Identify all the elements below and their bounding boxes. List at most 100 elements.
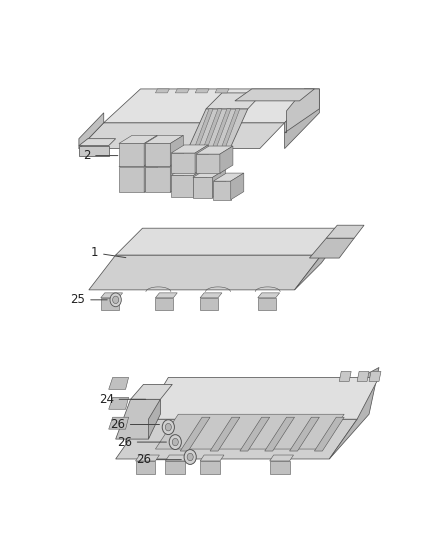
Polygon shape xyxy=(180,417,210,451)
Polygon shape xyxy=(79,146,109,156)
Polygon shape xyxy=(369,372,381,382)
Polygon shape xyxy=(109,397,129,409)
Polygon shape xyxy=(119,167,144,192)
Polygon shape xyxy=(290,417,319,451)
Polygon shape xyxy=(171,167,207,175)
Polygon shape xyxy=(221,109,240,149)
Polygon shape xyxy=(200,461,220,474)
Circle shape xyxy=(165,423,171,431)
Polygon shape xyxy=(79,139,116,146)
Polygon shape xyxy=(135,455,159,461)
Polygon shape xyxy=(203,109,222,149)
Polygon shape xyxy=(119,159,157,167)
Polygon shape xyxy=(194,109,213,149)
Polygon shape xyxy=(309,238,354,258)
Polygon shape xyxy=(231,173,244,200)
Polygon shape xyxy=(210,417,240,451)
Polygon shape xyxy=(144,159,157,192)
Polygon shape xyxy=(171,153,195,173)
Polygon shape xyxy=(135,461,155,474)
Polygon shape xyxy=(314,417,344,451)
Polygon shape xyxy=(170,135,184,166)
Polygon shape xyxy=(213,181,231,200)
Circle shape xyxy=(162,419,174,434)
Polygon shape xyxy=(270,461,290,474)
Polygon shape xyxy=(270,455,293,461)
Polygon shape xyxy=(200,455,224,461)
Text: 1: 1 xyxy=(91,246,126,259)
Polygon shape xyxy=(357,372,369,382)
Circle shape xyxy=(113,296,119,303)
Polygon shape xyxy=(119,135,157,143)
Circle shape xyxy=(187,453,193,461)
Polygon shape xyxy=(145,159,184,167)
Polygon shape xyxy=(155,89,170,93)
Polygon shape xyxy=(175,89,189,93)
Polygon shape xyxy=(116,228,347,255)
Polygon shape xyxy=(194,167,207,197)
Polygon shape xyxy=(109,417,129,429)
Polygon shape xyxy=(206,93,263,109)
Polygon shape xyxy=(119,143,144,166)
Polygon shape xyxy=(326,225,364,238)
Text: 26: 26 xyxy=(117,435,166,449)
Polygon shape xyxy=(145,167,170,192)
Polygon shape xyxy=(258,293,279,298)
Text: 2: 2 xyxy=(83,149,118,162)
Polygon shape xyxy=(285,89,319,149)
Polygon shape xyxy=(155,298,173,310)
Polygon shape xyxy=(165,455,189,461)
Polygon shape xyxy=(265,417,294,451)
Polygon shape xyxy=(144,135,157,166)
Text: 26: 26 xyxy=(136,453,181,466)
Polygon shape xyxy=(171,175,194,197)
Polygon shape xyxy=(131,384,172,399)
Polygon shape xyxy=(188,109,248,149)
Polygon shape xyxy=(145,135,184,143)
Polygon shape xyxy=(155,293,177,298)
Polygon shape xyxy=(101,293,123,298)
Polygon shape xyxy=(116,419,357,459)
Polygon shape xyxy=(215,89,229,93)
Text: 24: 24 xyxy=(99,393,146,406)
Circle shape xyxy=(172,438,178,446)
Polygon shape xyxy=(171,145,208,153)
Polygon shape xyxy=(195,145,208,173)
Polygon shape xyxy=(170,159,184,192)
Polygon shape xyxy=(89,255,321,290)
Polygon shape xyxy=(155,414,344,449)
Polygon shape xyxy=(220,146,233,173)
Polygon shape xyxy=(79,113,104,149)
Polygon shape xyxy=(145,143,170,166)
Polygon shape xyxy=(258,298,276,310)
Polygon shape xyxy=(240,417,270,451)
Polygon shape xyxy=(193,169,226,177)
Polygon shape xyxy=(329,367,379,459)
Polygon shape xyxy=(104,89,319,123)
Polygon shape xyxy=(195,89,209,93)
Polygon shape xyxy=(200,298,218,310)
Polygon shape xyxy=(144,377,379,419)
Polygon shape xyxy=(212,109,231,149)
Polygon shape xyxy=(285,89,319,133)
Text: 25: 25 xyxy=(71,293,107,306)
Polygon shape xyxy=(165,461,185,474)
Polygon shape xyxy=(213,173,244,181)
Circle shape xyxy=(110,293,121,306)
Polygon shape xyxy=(196,146,233,154)
Polygon shape xyxy=(294,228,347,290)
Polygon shape xyxy=(148,399,160,439)
Polygon shape xyxy=(212,169,226,198)
Polygon shape xyxy=(109,377,129,389)
Circle shape xyxy=(184,449,196,464)
Polygon shape xyxy=(235,89,314,101)
Polygon shape xyxy=(79,123,285,149)
Polygon shape xyxy=(101,298,119,310)
Circle shape xyxy=(169,434,181,449)
Polygon shape xyxy=(116,399,160,439)
Polygon shape xyxy=(193,177,212,198)
Text: 26: 26 xyxy=(110,418,159,431)
Polygon shape xyxy=(196,154,220,173)
Polygon shape xyxy=(339,372,351,382)
Polygon shape xyxy=(200,293,222,298)
